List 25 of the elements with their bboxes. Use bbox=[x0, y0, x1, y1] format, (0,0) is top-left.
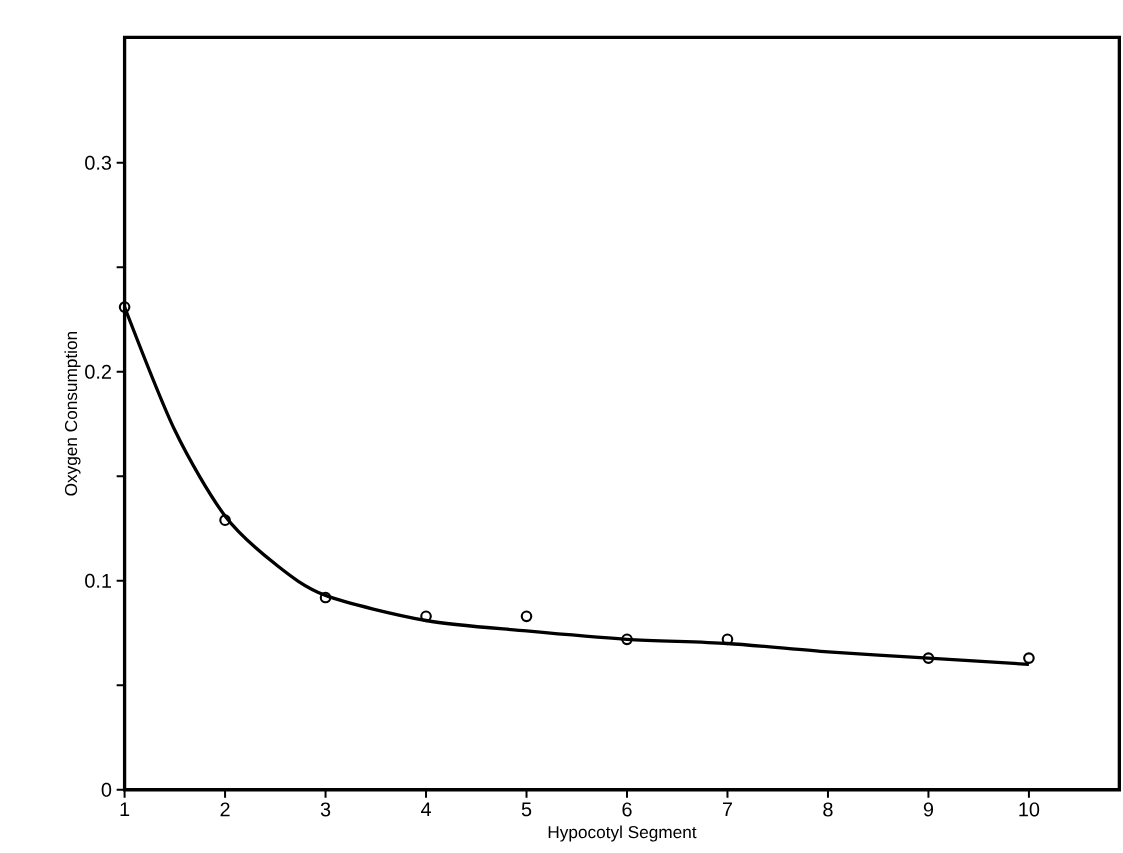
y-tick-label: 0 bbox=[101, 782, 112, 797]
x-axis-title: Hypocotyl Segment bbox=[548, 825, 697, 842]
x-tick-label: 1 bbox=[120, 802, 130, 816]
point bbox=[420, 610, 432, 622]
x-tick-label: 9 bbox=[923, 802, 934, 817]
x-tick-label: 4 bbox=[420, 802, 431, 816]
x-tick-label: 10 bbox=[1019, 802, 1040, 817]
y-tick-label: 0.1 bbox=[85, 573, 111, 588]
x-tick-label: 3 bbox=[320, 802, 331, 817]
point bbox=[1023, 652, 1035, 664]
point bbox=[621, 633, 633, 645]
point bbox=[520, 610, 533, 622]
y-tick-label: 0.3 bbox=[85, 155, 112, 170]
x-tick-label: 2 bbox=[220, 802, 230, 817]
point bbox=[922, 652, 935, 664]
point bbox=[721, 633, 734, 645]
x-tick-label: 5 bbox=[521, 802, 532, 817]
point bbox=[219, 514, 231, 526]
x-tick-label: 6 bbox=[622, 802, 632, 817]
y-tick-label: 0.2 bbox=[85, 364, 111, 379]
x-tick-label: 7 bbox=[722, 802, 733, 816]
x-tick-label: 8 bbox=[823, 802, 833, 817]
y-axis-title: Oxygen Consumption bbox=[64, 331, 81, 496]
point bbox=[319, 591, 332, 604]
point bbox=[118, 301, 131, 313]
